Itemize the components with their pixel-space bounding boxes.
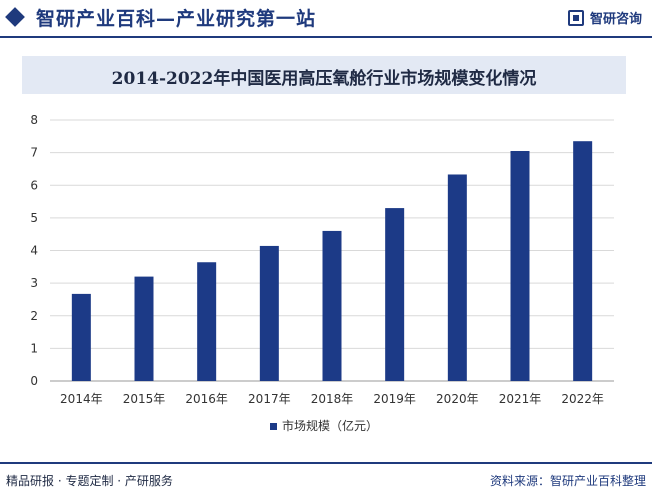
footer-services: 精品研报 · 专题定制 · 产研服务: [6, 474, 173, 488]
page-header: 智研产业百科—产业研究第一站 智研咨询: [0, 0, 652, 38]
brand-logo-icon: [567, 9, 584, 26]
bar: [197, 262, 217, 381]
footer-rule: [0, 462, 652, 464]
y-tick-label: 8: [30, 113, 38, 127]
chart-title-band: 2014-2022年中国医用高压氧舱行业市场规模变化情况: [22, 56, 626, 94]
header-rule: [0, 36, 652, 38]
y-tick-label: 2: [30, 309, 38, 323]
footer-source: 资料来源：智研产业百科整理: [489, 474, 646, 488]
x-tick-label: 2015年: [123, 392, 166, 406]
x-tick-label: 2022年: [561, 392, 604, 406]
site-title: 智研产业百科—产业研究第一站: [36, 8, 317, 30]
brand: 智研咨询: [567, 8, 642, 27]
x-tick-label: 2021年: [499, 392, 542, 406]
x-tick-label: 2020年: [436, 392, 479, 406]
bar: [573, 141, 593, 381]
bar: [322, 230, 342, 381]
y-tick-label: 7: [30, 146, 38, 160]
bar: [510, 150, 530, 381]
chart-title: 2014-2022年中国医用高压氧舱行业市场规模变化情况: [111, 69, 537, 89]
y-tick-label: 1: [30, 341, 38, 355]
brand-name: 智研咨询: [589, 12, 642, 27]
x-tick-label: 2016年: [185, 392, 228, 406]
bar: [385, 208, 405, 381]
bar: [447, 174, 467, 381]
y-tick-label: 5: [30, 211, 38, 225]
y-tick-label: 4: [30, 244, 38, 258]
bar: [71, 293, 91, 381]
y-tick-label: 3: [30, 276, 38, 290]
y-tick-label: 0: [30, 374, 38, 388]
y-tick-label: 6: [30, 178, 38, 192]
legend-label: 市场规模（亿元）: [282, 418, 378, 433]
x-tick-label: 2014年: [60, 392, 103, 406]
x-tick-label: 2019年: [373, 392, 416, 406]
bar: [134, 276, 154, 381]
x-tick-label: 2018年: [311, 392, 354, 406]
page-footer: 精品研报 · 专题定制 · 产研服务 资料来源：智研产业百科整理: [0, 462, 652, 494]
legend-swatch: [270, 423, 277, 430]
x-tick-label: 2017年: [248, 392, 291, 406]
bar: [259, 245, 279, 381]
